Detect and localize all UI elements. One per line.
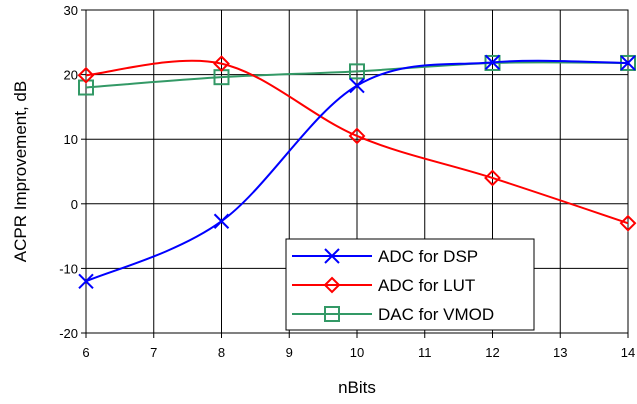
data-point (213, 55, 230, 73)
legend-marker (323, 276, 341, 294)
data-point (348, 127, 366, 145)
x-axis-label: nBits (338, 378, 376, 397)
data-point (213, 213, 230, 229)
marker-stroke (324, 248, 340, 264)
y-tick-label: 30 (64, 3, 78, 18)
marker-stroke (620, 55, 636, 71)
x-tick-label: 9 (286, 345, 293, 360)
y-axis-ticks: -20 -10 0 10 20 30 (59, 3, 86, 341)
y-tick-label: 20 (64, 68, 78, 83)
series-line (85, 59, 629, 283)
y-tick-label: 10 (64, 132, 78, 147)
x-tick-label: 7 (150, 345, 157, 360)
legend-marker (324, 306, 340, 322)
y-tick-label: -20 (59, 326, 78, 341)
legend-item-adc-for-lut: ADC for LUT (292, 276, 475, 295)
x-tick-label: 14 (621, 345, 635, 360)
data-point (349, 63, 365, 80)
x-tick-label: 13 (553, 345, 567, 360)
marker-stroke (349, 77, 365, 94)
y-tick-label: 0 (71, 197, 78, 212)
data-point (484, 54, 501, 71)
series-adc-for-lut (77, 55, 637, 232)
legend-item-adc-for-dsp: ADC for DSP (292, 247, 478, 266)
series-line (85, 61, 629, 89)
data-point (349, 77, 365, 94)
x-axis-ticks: 6 7 8 9 10 11 12 13 14 (82, 333, 635, 360)
data-point (78, 79, 94, 96)
x-tick-label: 12 (485, 345, 499, 360)
x-tick-label: 8 (218, 345, 225, 360)
series-line (85, 59, 629, 225)
data-point (484, 169, 501, 187)
legend-label: DAC for VMOD (378, 305, 494, 324)
data-point (78, 273, 94, 290)
x-tick-label: 10 (350, 345, 364, 360)
legend-marker (324, 248, 340, 264)
marker-stroke (213, 213, 230, 229)
legend-item-dac-for-vmod: DAC for VMOD (292, 305, 494, 324)
legend-label: ADC for DSP (378, 247, 478, 266)
x-tick-label: 6 (82, 345, 89, 360)
data-point (620, 55, 636, 71)
legend-label: ADC for LUT (378, 276, 475, 295)
series-group (77, 54, 637, 290)
data-point (619, 214, 637, 232)
marker-stroke (484, 54, 501, 71)
x-tick-label: 11 (418, 345, 432, 360)
y-tick-label: -10 (59, 261, 78, 276)
y-axis-label: ACPR Improvement, dB (11, 81, 30, 262)
marker-stroke (78, 273, 94, 290)
legend: ADC for DSP ADC for LUT DAC for VMOD (285, 238, 535, 331)
data-point (77, 66, 95, 84)
series-adc-for-dsp (78, 54, 636, 290)
